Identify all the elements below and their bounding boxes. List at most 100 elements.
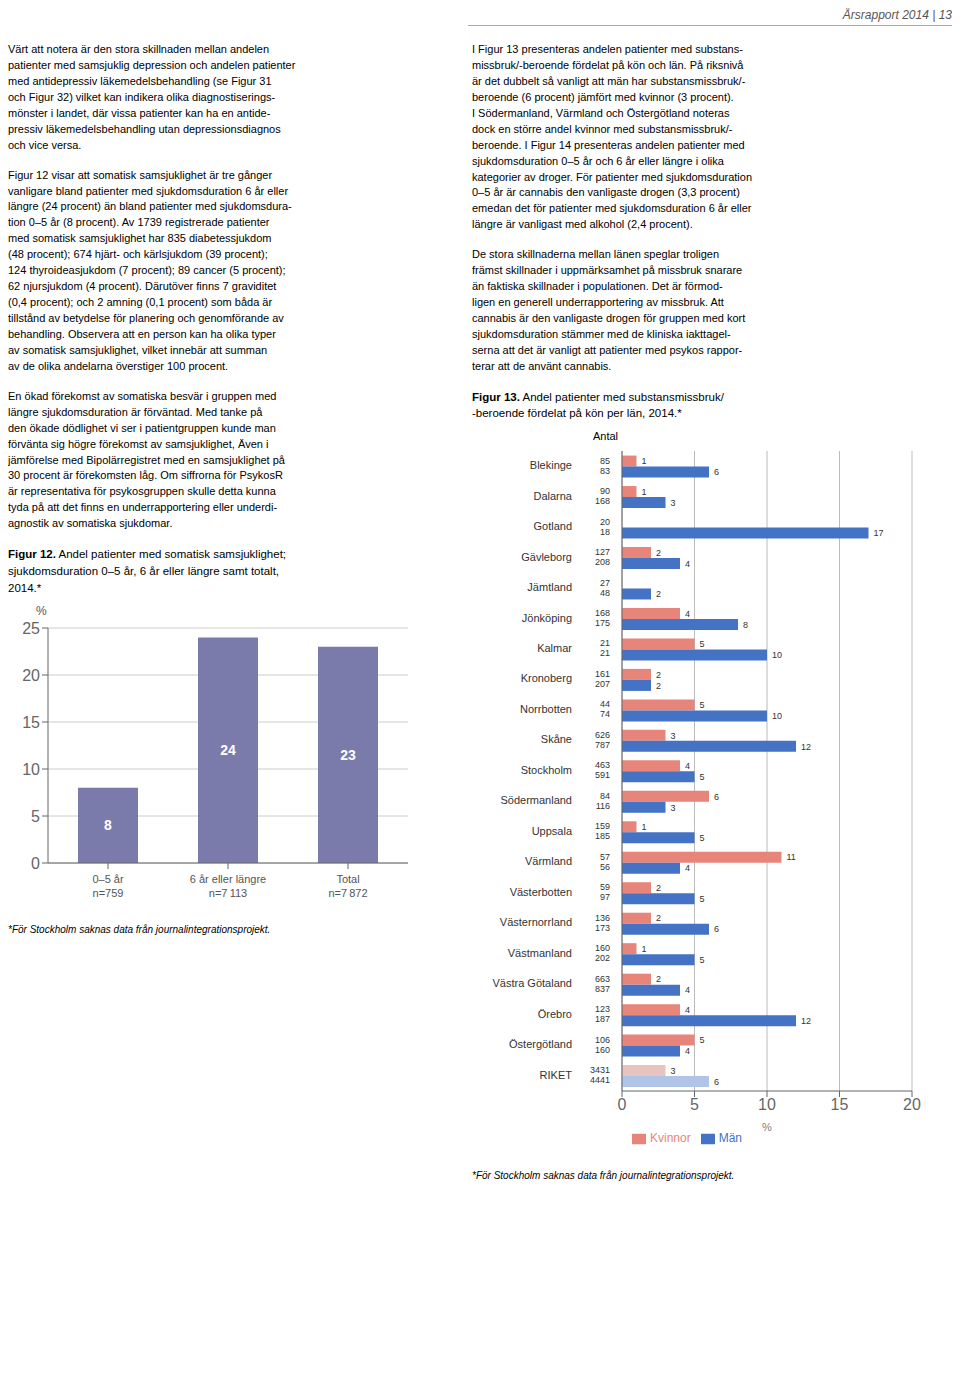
svg-text:Gävleborg: Gävleborg — [521, 551, 572, 563]
svg-text:175: 175 — [595, 618, 610, 628]
svg-text:4: 4 — [685, 609, 690, 619]
svg-text:24: 24 — [220, 742, 236, 758]
svg-text:4: 4 — [685, 1046, 690, 1056]
svg-text:0: 0 — [618, 1096, 627, 1113]
svg-text:15: 15 — [22, 714, 40, 731]
svg-text:Kronoberg: Kronoberg — [521, 673, 572, 685]
svg-text:3: 3 — [671, 731, 676, 741]
svg-text:160: 160 — [595, 943, 610, 953]
svg-text:21: 21 — [600, 639, 610, 649]
svg-text:159: 159 — [595, 821, 610, 831]
svg-text:173: 173 — [595, 923, 610, 933]
svg-text:5: 5 — [700, 894, 705, 904]
svg-text:185: 185 — [595, 831, 610, 841]
svg-text:Västra Götaland: Västra Götaland — [493, 977, 573, 989]
svg-text:12: 12 — [801, 1016, 811, 1026]
svg-text:5: 5 — [700, 955, 705, 965]
svg-text:25: 25 — [22, 620, 40, 637]
svg-text:Västerbotten: Västerbotten — [510, 886, 572, 898]
svg-text:3: 3 — [671, 1066, 676, 1076]
svg-text:2: 2 — [656, 548, 661, 558]
svg-text:6: 6 — [714, 925, 719, 935]
svg-text:5: 5 — [700, 1035, 705, 1045]
svg-text:3: 3 — [671, 498, 676, 508]
svg-text:56: 56 — [600, 862, 610, 872]
svg-text:3431: 3431 — [590, 1065, 610, 1075]
svg-text:4: 4 — [685, 1005, 690, 1015]
svg-text:Norrbotten: Norrbotten — [520, 703, 572, 715]
svg-text:Södermanland: Södermanland — [500, 794, 572, 806]
svg-text:74: 74 — [600, 710, 610, 720]
svg-text:5: 5 — [690, 1096, 699, 1113]
svg-text:Jönköping: Jönköping — [522, 612, 572, 624]
svg-text:Jämtland: Jämtland — [527, 581, 572, 593]
svg-text:10: 10 — [772, 711, 782, 721]
svg-text:5: 5 — [700, 772, 705, 782]
svg-text:208: 208 — [595, 557, 610, 567]
svg-text:168: 168 — [595, 608, 610, 618]
svg-text:202: 202 — [595, 953, 610, 963]
svg-text:1: 1 — [642, 944, 647, 954]
svg-text:84: 84 — [600, 791, 610, 801]
svg-text:10: 10 — [772, 650, 782, 660]
svg-text:20: 20 — [903, 1096, 921, 1113]
svg-text:Blekinge: Blekinge — [530, 459, 572, 471]
svg-text:20: 20 — [600, 517, 610, 527]
svg-text:10: 10 — [22, 761, 40, 778]
svg-text:12: 12 — [801, 742, 811, 752]
svg-text:123: 123 — [595, 1004, 610, 1014]
svg-text:21: 21 — [600, 649, 610, 659]
svg-text:106: 106 — [595, 1035, 610, 1045]
svg-text:90: 90 — [600, 486, 610, 496]
svg-text:663: 663 — [595, 974, 610, 984]
svg-text:2: 2 — [656, 883, 661, 893]
svg-text:8: 8 — [104, 818, 112, 834]
svg-text:591: 591 — [595, 770, 610, 780]
svg-text:Gotland: Gotland — [533, 520, 572, 532]
svg-text:%: % — [762, 1121, 772, 1133]
svg-text:10: 10 — [758, 1096, 776, 1113]
svg-text:27: 27 — [600, 578, 610, 588]
svg-text:1: 1 — [642, 456, 647, 466]
svg-text:4: 4 — [685, 559, 690, 569]
svg-text:136: 136 — [595, 913, 610, 923]
svg-text:97: 97 — [600, 892, 610, 902]
svg-text:5: 5 — [31, 808, 40, 825]
svg-text:1: 1 — [642, 487, 647, 497]
svg-text:2: 2 — [656, 914, 661, 924]
svg-text:Kalmar: Kalmar — [537, 642, 572, 654]
svg-text:6: 6 — [714, 467, 719, 477]
svg-text:Östergötland: Östergötland — [509, 1038, 572, 1050]
svg-text:116: 116 — [596, 801, 610, 811]
svg-text:6 år eller längren=7 113: 6 år eller längren=7 113 — [190, 873, 266, 899]
svg-text:Värmland: Värmland — [525, 855, 572, 867]
svg-text:Örebro: Örebro — [538, 1008, 572, 1020]
svg-text:15: 15 — [831, 1096, 849, 1113]
svg-text:18: 18 — [600, 527, 610, 537]
svg-text:4: 4 — [685, 864, 690, 874]
svg-text:11: 11 — [787, 853, 796, 863]
svg-text:5: 5 — [700, 639, 705, 649]
svg-text:3: 3 — [671, 803, 676, 813]
svg-text:23: 23 — [340, 747, 356, 763]
svg-text:48: 48 — [600, 588, 610, 598]
svg-text:57: 57 — [600, 852, 610, 862]
svg-text:85: 85 — [600, 456, 610, 466]
svg-text:463: 463 — [595, 760, 610, 770]
svg-text:Uppsala: Uppsala — [532, 825, 573, 837]
svg-text:Stockholm: Stockholm — [521, 764, 572, 776]
svg-text:44: 44 — [600, 700, 610, 710]
svg-text:0: 0 — [31, 855, 40, 872]
svg-text:6: 6 — [714, 1077, 719, 1087]
svg-text:0–5 årn=759: 0–5 årn=759 — [92, 873, 124, 899]
svg-text:Västmanland: Västmanland — [508, 947, 572, 959]
svg-text:168: 168 — [595, 496, 610, 506]
svg-text:127: 127 — [595, 547, 610, 557]
svg-text:787: 787 — [595, 740, 610, 750]
svg-text:5: 5 — [700, 700, 705, 710]
svg-text:837: 837 — [595, 984, 610, 994]
svg-text:626: 626 — [595, 730, 610, 740]
svg-text:2: 2 — [656, 589, 661, 599]
svg-text:8: 8 — [743, 620, 748, 630]
svg-text:Västernorrland: Västernorrland — [500, 916, 572, 928]
